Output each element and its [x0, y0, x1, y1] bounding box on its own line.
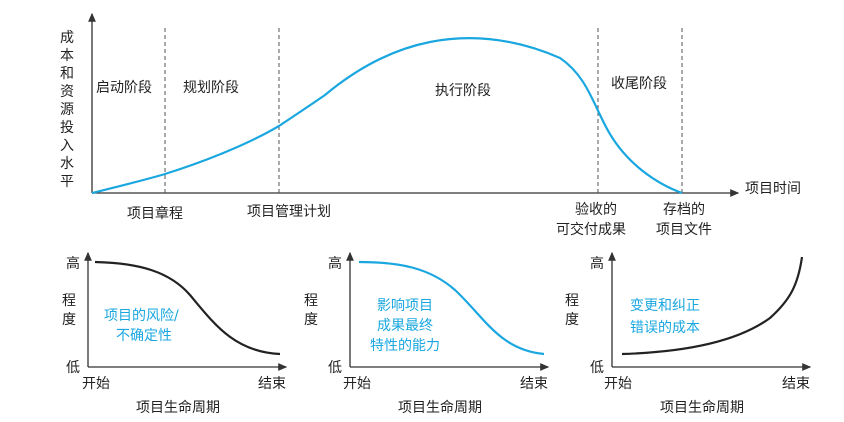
svg-text:资: 资: [60, 84, 74, 100]
phase-label-closing: 收尾阶段: [611, 76, 667, 92]
end-label: 结束: [782, 376, 810, 392]
y-label: 程: [304, 293, 318, 309]
svg-text:成: 成: [60, 30, 74, 46]
start-label: 开始: [343, 376, 371, 392]
svg-text:源: 源: [60, 102, 74, 118]
svg-text:水: 水: [60, 156, 74, 172]
low-label: 低: [590, 360, 604, 376]
end-label: 结束: [258, 376, 286, 392]
risk-curve: [94, 260, 281, 356]
caption: 成果最终: [377, 318, 433, 334]
x-axis-label: 项目生命周期: [660, 399, 744, 416]
caption: 特性的能力: [370, 338, 440, 354]
resource-curve: [91, 37, 683, 195]
svg-text:入: 入: [60, 138, 74, 154]
milestone-archives: 存档的: [663, 202, 705, 218]
svg-text:本: 本: [60, 48, 74, 64]
x-axis-label: 项目时间: [745, 181, 801, 197]
main-chart: 成 本 和 资 源 投 入 水 平 项目时间 启动阶段 规划阶段 执行阶段 收尾…: [60, 12, 801, 238]
svg-text:和: 和: [60, 66, 74, 82]
low-label: 低: [328, 360, 342, 376]
milestone-archives: 项目文件: [656, 222, 712, 238]
panel-influence: 高 程 度 低 开始 结束 项目生命周期 影响项目 成果最终 特性的能力: [304, 251, 550, 416]
milestone-charter: 项目章程: [127, 205, 183, 222]
caption: 不确定性: [116, 328, 172, 344]
caption: 错误的成本: [630, 320, 700, 336]
x-axis-label: 项目生命周期: [398, 399, 482, 416]
milestone-deliverables: 可交付成果: [556, 221, 626, 238]
panel-cost-of-change: 高 程 度 低 开始 结束 项目生命周期 变更和纠正 错误的成本: [565, 251, 812, 416]
start-label: 开始: [604, 376, 632, 392]
high-label: 高: [66, 255, 80, 272]
svg-text:投: 投: [60, 120, 74, 136]
milestone-plan: 项目管理计划: [247, 204, 331, 220]
caption: 影响项目: [377, 298, 433, 314]
y-label: 度: [304, 312, 318, 328]
caption: 项目的风险/: [104, 308, 179, 324]
milestone-deliverables: 验收的: [575, 202, 617, 218]
y-label: 程: [565, 293, 579, 309]
caption: 变更和纠正: [630, 298, 700, 314]
high-label: 高: [590, 255, 604, 272]
high-label: 高: [328, 255, 342, 272]
y-axis-label: 成 本 和 资 源 投 入 水 平: [60, 30, 74, 190]
cost-curve: [621, 256, 804, 356]
y-label: 度: [62, 312, 76, 328]
influence-curve: [358, 260, 545, 356]
end-label: 结束: [520, 376, 548, 392]
panel-risk: 高 程 度 低 开始 结束 项目生命周期 项目的风险/ 不确定性: [62, 251, 288, 416]
phase-label-planning: 规划阶段: [183, 80, 239, 96]
svg-text:平: 平: [60, 174, 74, 190]
y-label: 度: [565, 312, 579, 328]
x-axis-label: 项目生命周期: [136, 399, 220, 416]
low-label: 低: [66, 360, 80, 376]
y-label: 程: [62, 293, 76, 309]
start-label: 开始: [82, 376, 110, 392]
phase-label-initiating: 启动阶段: [96, 80, 152, 96]
phase-label-executing: 执行阶段: [435, 83, 491, 99]
